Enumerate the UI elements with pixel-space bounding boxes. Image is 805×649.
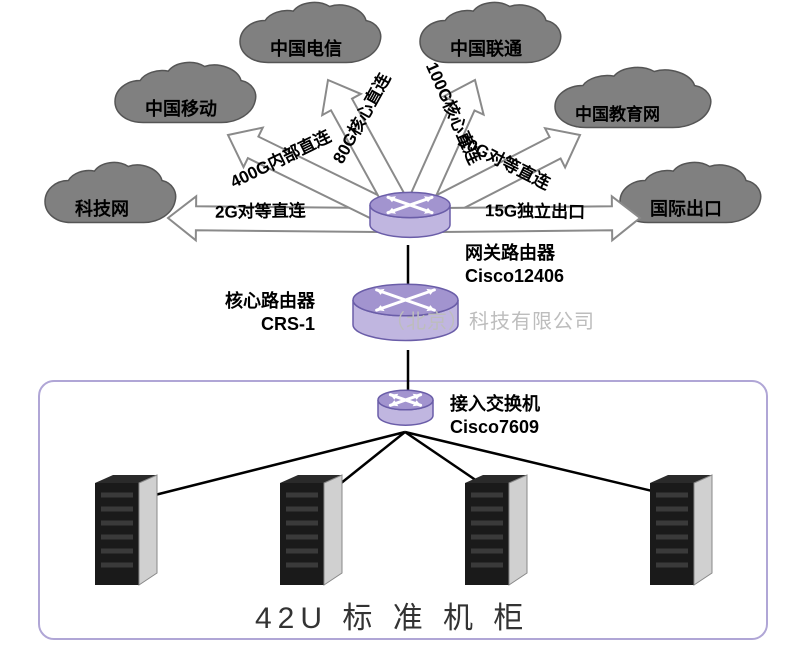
cloud-label-edu: 中国教育网	[575, 100, 660, 125]
cloud-label-intl: 国际出口	[650, 195, 722, 221]
cloud-label-cu: 中国联通	[450, 35, 522, 61]
router-label-access: 接入交换机Cisco7609	[450, 393, 540, 440]
router-access	[378, 390, 433, 425]
rack-label: 42U 标 准 机 柜	[255, 593, 529, 637]
router-label-core: 核心路由器CRS-1	[225, 290, 315, 337]
server-rack	[465, 475, 527, 585]
network-diagram: 科技网 中国移动 中国电信 中国联通中国教育网国际出口 网关路由器Cisco12406…	[0, 0, 805, 649]
server-rack	[650, 475, 712, 585]
server-rack	[95, 475, 157, 585]
edge-label-tech: 2G对等直连	[215, 196, 306, 223]
server-rack	[280, 475, 342, 585]
router-label-gateway: 网关路由器Cisco12406	[465, 242, 564, 289]
router-gateway	[370, 192, 450, 237]
edge-label-intl: 15G独立出口	[485, 196, 586, 223]
cloud-label-tech: 科技网	[75, 195, 129, 221]
rack-line-3	[405, 432, 690, 500]
watermark: （北京）科技有限公司	[385, 305, 595, 334]
cloud-label-cmcc: 中国移动	[145, 95, 217, 121]
cloud-label-ct: 中国电信	[270, 35, 342, 61]
